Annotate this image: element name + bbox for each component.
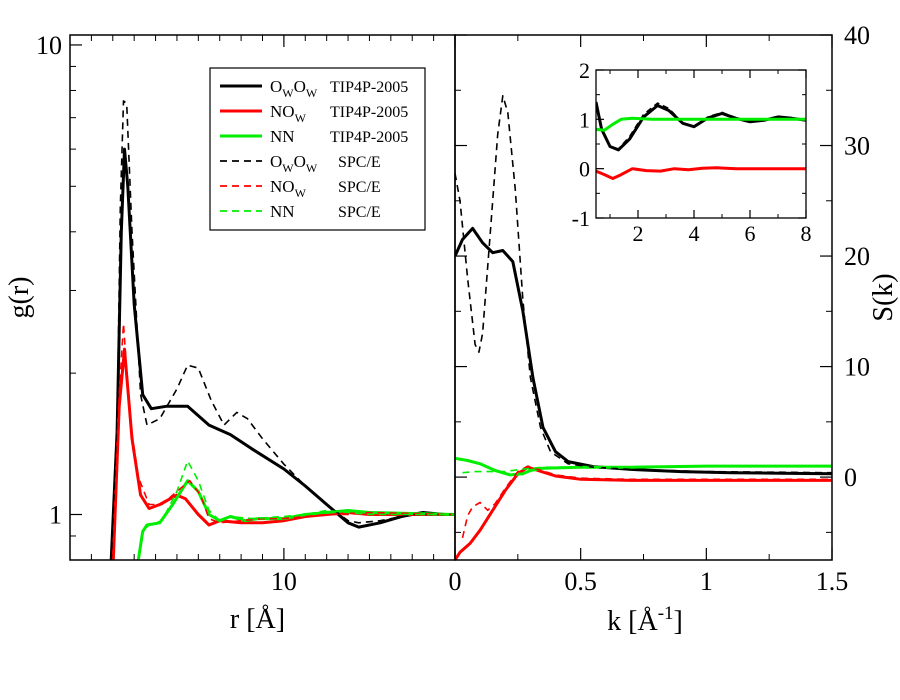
y-tick-label: 10 [844, 353, 870, 382]
x-axis-label: k [Å-1] [607, 603, 683, 637]
series-now-spc-e [112, 322, 455, 560]
legend-label: NOW [270, 177, 307, 200]
legend: OWOW TIP4P-2005 NOW TIP4P-2005 NN TIP4P-2005 O… [209, 67, 426, 231]
x-tick-label: 0 [449, 567, 462, 596]
x-tick-label: 10 [271, 567, 297, 596]
legend-label: NN [270, 127, 295, 146]
series-nn-spc-e [137, 460, 455, 560]
y-axis-label: g(r) [4, 277, 35, 319]
legend-model: TIP4P-2005 [330, 104, 408, 121]
x-axis-label: r [Å] [230, 604, 285, 635]
x-tick-label: 1 [700, 567, 713, 596]
inset-background [596, 70, 806, 218]
left-panel-gr: 1 10 10 r [Å] g(r) [4, 31, 456, 635]
inset-x-tick-label: 4 [689, 221, 700, 246]
y-tick-label: 0 [844, 463, 857, 492]
legend-model: SPC/E [338, 204, 381, 221]
left-series-group [109, 100, 455, 560]
legend-box [209, 67, 426, 231]
inset-frame [595, 69, 807, 219]
legend-label: OWOW [270, 77, 318, 100]
inset-series-now-tip4p-2005 [596, 166, 806, 180]
inset-x-tick-label: 2 [633, 221, 644, 246]
inset-series-owow-spc-e [596, 102, 806, 150]
inset-y-tick-label: -1 [572, 206, 590, 231]
series-owow-spc-e [110, 100, 455, 560]
legend-label: NN [270, 202, 295, 221]
y-tick-label: 30 [844, 132, 870, 161]
y-tick-label: 20 [844, 242, 870, 271]
inset-panel-sk: -1 0 1 2 2 4 6 8 [572, 58, 812, 246]
right-frame [454, 34, 833, 561]
legend-model: TIP4P-2005 [330, 129, 408, 146]
right-series-group [455, 95, 832, 560]
inset-series-group [596, 101, 806, 180]
legend-model: SPC/E [338, 154, 381, 171]
legend-model: SPC/E [338, 179, 381, 196]
y-axis-label: S(k) [868, 273, 899, 321]
y-tick-label: 40 [844, 21, 870, 50]
series-nn-spc-e [462, 465, 832, 474]
series-now-tip4p-2005 [455, 465, 832, 560]
inset-x-tick-label: 8 [801, 221, 812, 246]
legend-model: TIP4P-2005 [330, 79, 408, 96]
inset-y-tick-label: 0 [579, 157, 590, 182]
legend-label: NOW [270, 102, 307, 125]
legend-label: OWOW [270, 152, 318, 175]
y-tick-label: 1 [49, 500, 62, 529]
y-tick-label: 10 [36, 31, 62, 60]
inset-x-tick-label: 6 [745, 221, 756, 246]
series-owow-tip4p-2005 [109, 147, 455, 560]
inset-y-tick-label: 2 [579, 58, 590, 83]
x-tick-label: 0.5 [564, 567, 597, 596]
x-tick-label: 1.5 [816, 567, 849, 596]
inset-series-nn-spc-e [596, 117, 806, 132]
inset-y-tick-label: 1 [579, 107, 590, 132]
